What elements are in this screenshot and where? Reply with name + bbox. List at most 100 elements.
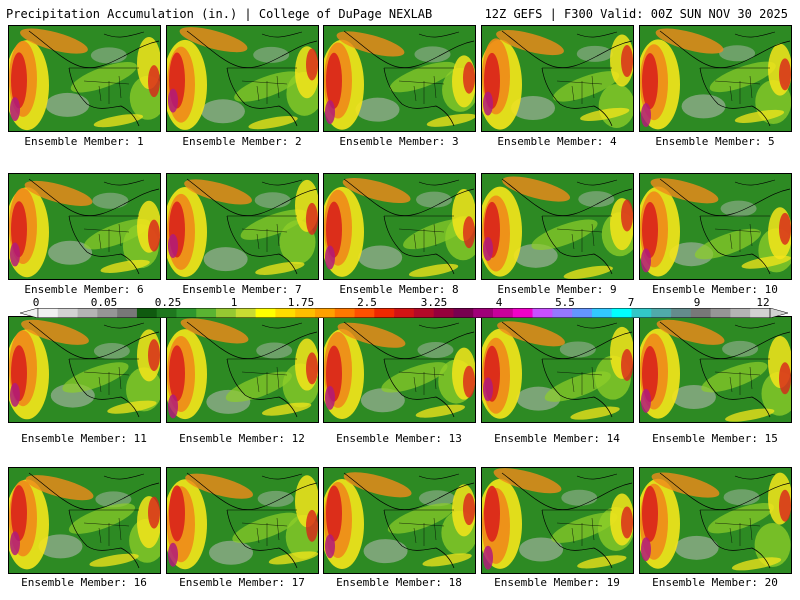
- ensemble-map-panel: [166, 173, 319, 280]
- ensemble-map-panel: [323, 316, 476, 423]
- colorbar-swatch: [97, 308, 118, 318]
- very-heavy-precip-belt: [326, 201, 342, 258]
- coastline: [343, 472, 475, 511]
- atlantic-heavy-core: [306, 48, 318, 81]
- ensemble-map-panel: [323, 467, 476, 574]
- ensemble-map-panel: [166, 467, 319, 574]
- dry-region-patch: [576, 45, 613, 62]
- ensemble-map-panel: [166, 316, 319, 423]
- coastline: [343, 30, 475, 69]
- extreme-precip-core: [483, 236, 493, 261]
- state-borders: [241, 75, 288, 104]
- dry-ocean-patch: [674, 535, 719, 560]
- coastline: [659, 472, 791, 511]
- colorbar-tick-label: 0.25: [154, 296, 182, 309]
- ensemble-map-panel: [8, 467, 161, 574]
- colorbar-swatch: [453, 308, 474, 318]
- light-precip-swath: [68, 503, 136, 534]
- state-borders: [398, 75, 445, 104]
- southern-precip-streak: [563, 265, 613, 279]
- precipitation-map: [167, 468, 318, 573]
- precipitation-map: [167, 174, 318, 279]
- coastline: [28, 321, 160, 360]
- arctic-coastline: [261, 179, 303, 186]
- light-precip-swath: [387, 503, 454, 534]
- pacific-storm-arc: [24, 180, 93, 206]
- ensemble-member-label: Ensemble Member: 8: [339, 283, 459, 296]
- ensemble-member-label: Ensemble Member: 1: [24, 135, 144, 148]
- ensemble-map-panel: [481, 25, 634, 132]
- state-borders: [714, 223, 761, 252]
- dry-region-patch: [723, 489, 760, 506]
- us-coastline: [383, 67, 455, 127]
- colorbar-swatch: [314, 308, 336, 318]
- arctic-coastline: [103, 31, 145, 38]
- pacific-storm-arc: [651, 472, 720, 498]
- coastline: [659, 321, 791, 360]
- pacific-storm-arc: [184, 179, 252, 205]
- southern-precip-streak: [89, 553, 139, 567]
- ensemble-member-label: Ensemble Member: 17: [179, 576, 305, 589]
- colorbar-swatch: [374, 308, 395, 318]
- arctic-coastline: [734, 322, 776, 329]
- atlantic-heavy-core: [148, 219, 160, 252]
- southern-precip-streak: [570, 406, 620, 420]
- ensemble-map-panel: [8, 25, 161, 132]
- precipitation-map: [482, 317, 633, 422]
- colorbar-swatch: [473, 308, 494, 318]
- colorbar-swatch: [117, 308, 138, 318]
- us-coastline: [699, 215, 771, 275]
- southern-precip-streak: [731, 557, 782, 571]
- colorbar-swatch: [651, 308, 672, 318]
- light-precip-swath: [70, 62, 137, 93]
- colorbar-left-arrow: [20, 308, 39, 318]
- very-heavy-precip-belt: [642, 53, 658, 110]
- extreme-precip-core: [641, 388, 651, 413]
- colorbar-tick-label: 1.75: [287, 296, 315, 309]
- state-borders: [398, 517, 445, 546]
- atlantic-heavy-core: [306, 509, 318, 542]
- colorbar-swatch: [611, 308, 632, 318]
- light-precip-swath: [754, 523, 791, 568]
- us-coastline: [226, 215, 298, 275]
- dry-ocean-patch: [355, 97, 400, 122]
- atlantic-heavy-core: [148, 65, 160, 98]
- arctic-coastline: [103, 473, 145, 480]
- coastline: [186, 472, 318, 511]
- extreme-precip-core: [483, 545, 493, 570]
- state-borders: [714, 517, 761, 546]
- arctic-coastline: [576, 31, 618, 38]
- arctic-coastline: [418, 31, 460, 38]
- atlantic-heavy-core: [779, 362, 791, 395]
- southern-precip-streak: [725, 408, 775, 422]
- colorbar-swatch: [295, 308, 316, 318]
- us-coastline: [383, 358, 455, 418]
- atlantic-heavy-core: [779, 212, 791, 245]
- arctic-coastline: [734, 473, 776, 480]
- light-precip-swath: [553, 71, 620, 102]
- light-precip-swath: [694, 228, 761, 260]
- extreme-precip-core: [10, 97, 20, 122]
- state-borders: [241, 366, 288, 395]
- extreme-precip-core: [325, 385, 335, 410]
- ensemble-member-label: Ensemble Member: 13: [336, 432, 462, 445]
- extreme-precip-core: [325, 245, 335, 270]
- atlantic-heavy-core: [779, 58, 791, 91]
- precipitation-map: [640, 317, 791, 422]
- colorbar-tick-label: 2.5: [357, 296, 377, 309]
- atlantic-heavy-core: [463, 493, 475, 526]
- colorbar-swatch: [196, 308, 217, 318]
- atlantic-heavy-core: [779, 489, 791, 522]
- ensemble-map-panel: [8, 316, 161, 423]
- dry-region-patch: [90, 47, 127, 64]
- ensemble-map-panel: [8, 173, 161, 280]
- precipitation-map: [167, 317, 318, 422]
- dry-region-patch: [253, 46, 290, 63]
- precipitation-map: [324, 174, 475, 279]
- arctic-coastline: [576, 322, 618, 329]
- very-heavy-precip-belt: [326, 52, 342, 109]
- coastline: [343, 178, 475, 217]
- dry-region-patch: [95, 491, 132, 508]
- arctic-coastline: [734, 179, 776, 186]
- ensemble-member-label: Ensemble Member: 11: [21, 432, 147, 445]
